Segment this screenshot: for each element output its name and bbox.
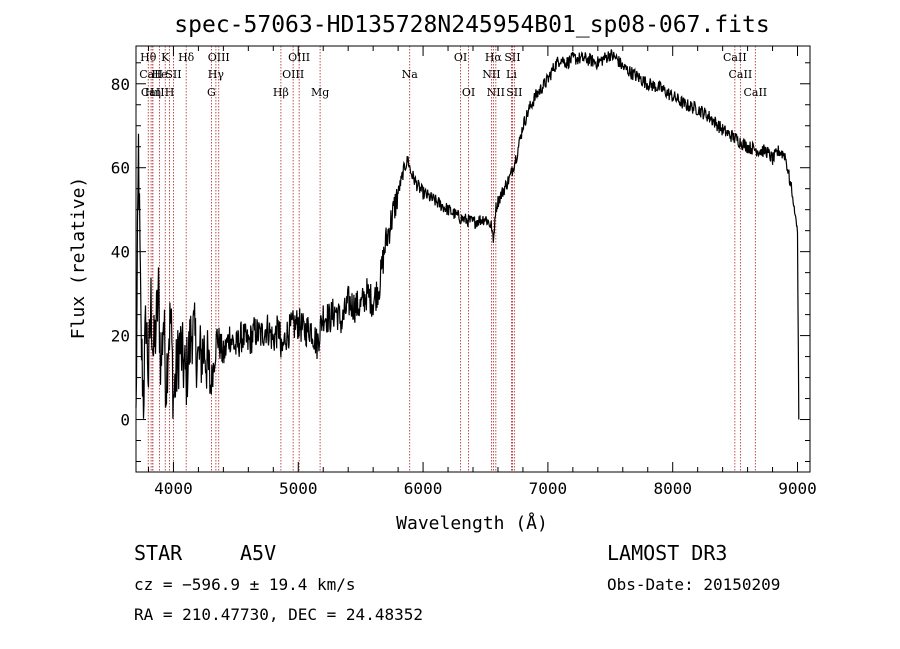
line-label-4: K bbox=[161, 51, 170, 64]
axis-ticks: 4000 5000 6000 7000 8000 9000 0 20 40 60 80 bbox=[111, 46, 817, 498]
y-tick-label-80: 80 bbox=[111, 75, 130, 94]
x-tick-label-5000: 5000 bbox=[279, 479, 318, 498]
y-tick-label-60: 60 bbox=[111, 159, 130, 178]
line-label-14: OIII bbox=[288, 51, 310, 64]
line-label-10: Hγ bbox=[208, 68, 225, 81]
line-label-5: He bbox=[152, 68, 168, 81]
x-tick-label-7000: 7000 bbox=[529, 479, 568, 498]
line-label-12: Hβ bbox=[273, 86, 289, 99]
x-tick-label-9000: 9000 bbox=[778, 479, 817, 498]
spectrum-line bbox=[135, 49, 800, 420]
plot-frame bbox=[135, 45, 811, 473]
y-tick-label-0: 0 bbox=[120, 411, 130, 430]
line-label-11: G bbox=[207, 86, 216, 99]
line-label-13: OIII bbox=[282, 68, 304, 81]
line-label-15: Mg bbox=[311, 86, 329, 99]
line-label-7: SII bbox=[165, 68, 181, 81]
object-subclass: A5V bbox=[240, 541, 276, 565]
line-label-6: H bbox=[165, 86, 175, 99]
survey-name: LAMOST DR3 bbox=[607, 541, 727, 565]
line-label-20: NII bbox=[482, 68, 500, 81]
line-label-26: CaII bbox=[729, 68, 753, 81]
line-label-24: SII bbox=[506, 86, 522, 99]
line-label-23: Li bbox=[506, 68, 517, 81]
y-tick-label-40: 40 bbox=[111, 243, 130, 262]
obs-date-text: Obs-Date: 20150209 bbox=[607, 575, 780, 594]
object-class: STAR bbox=[134, 541, 183, 565]
line-label-17: OI bbox=[454, 51, 467, 64]
line-label-3: Hη bbox=[145, 86, 161, 99]
x-tick-label-6000: 6000 bbox=[404, 479, 443, 498]
line-label-18: OI bbox=[462, 86, 475, 99]
line-label-2: CaII bbox=[141, 86, 165, 99]
line-label-16: Na bbox=[402, 68, 419, 81]
chart-title: spec-57063-HD135728N245954B01_sp08-067.f… bbox=[174, 12, 769, 38]
velocity-text: cz = −596.9 ± 19.4 km/s bbox=[134, 575, 356, 594]
line-label-1: CaII bbox=[139, 68, 163, 81]
line-label-9: OIII bbox=[208, 51, 230, 64]
line-label-8: Hδ bbox=[178, 51, 195, 64]
line-label-27: CaII bbox=[743, 86, 767, 99]
line-label-0: Hθ bbox=[140, 51, 157, 64]
x-tick-label-4000: 4000 bbox=[154, 479, 193, 498]
spectral-line-markers bbox=[147, 46, 756, 472]
x-tick-label-8000: 8000 bbox=[653, 479, 692, 498]
line-label-19: Hα bbox=[485, 51, 503, 64]
line-label-21: NII bbox=[487, 86, 505, 99]
x-axis-label: Wavelength (Å) bbox=[396, 512, 548, 534]
coords-text: RA = 210.47730, DEC = 24.48352 bbox=[134, 605, 423, 624]
line-label-22: SII bbox=[504, 51, 520, 64]
y-tick-label-20: 20 bbox=[111, 327, 130, 346]
line-label-25: CaII bbox=[723, 51, 747, 64]
y-axis-label: Flux (relative) bbox=[68, 177, 89, 340]
